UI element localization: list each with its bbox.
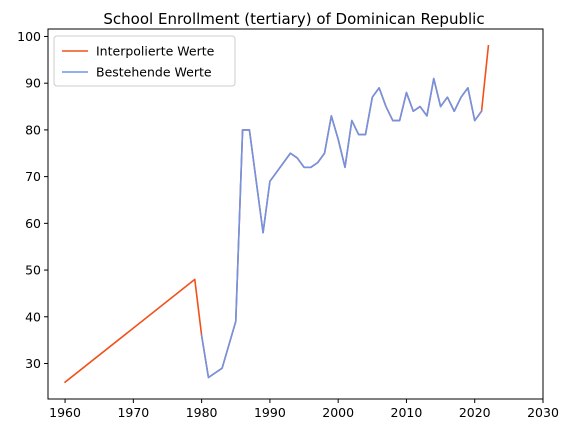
x-tick-label: 1960 xyxy=(49,405,81,420)
x-tick-label: 1980 xyxy=(186,405,218,420)
y-tick-label: 70 xyxy=(25,169,41,184)
axes-frame xyxy=(47,28,544,400)
plot-area xyxy=(63,44,490,384)
y-tick-label: 100 xyxy=(17,29,41,44)
legend-box xyxy=(53,35,236,87)
x-tick-label: 1990 xyxy=(254,405,286,420)
series-line-1 xyxy=(63,44,490,384)
y-tick-label: 30 xyxy=(25,356,41,371)
x-tick-label: 1970 xyxy=(117,405,149,420)
legend: Interpolierte Werte Bestehende Werte xyxy=(53,35,236,87)
y-tick-label: 40 xyxy=(25,309,41,324)
x-axis: 1960 1970 1980 1990 2000 2010 2020 2030 xyxy=(49,399,559,420)
series-line-2 xyxy=(200,77,483,379)
y-tick-label: 90 xyxy=(25,76,41,91)
x-tick-label: 2030 xyxy=(527,405,559,420)
y-tick-label: 50 xyxy=(25,263,41,278)
x-tick-label: 2010 xyxy=(391,405,423,420)
chart-title: School Enrollment (tertiary) of Dominica… xyxy=(103,10,484,28)
legend-label: Bestehende Werte xyxy=(96,65,212,80)
y-tick-label: 80 xyxy=(25,122,41,137)
y-tick-label: 60 xyxy=(25,216,41,231)
legend-label: Interpolierte Werte xyxy=(96,44,215,59)
x-tick-label: 2000 xyxy=(322,405,354,420)
y-axis: 30 40 50 60 70 80 90 100 xyxy=(17,29,48,371)
x-tick-label: 2020 xyxy=(459,405,491,420)
